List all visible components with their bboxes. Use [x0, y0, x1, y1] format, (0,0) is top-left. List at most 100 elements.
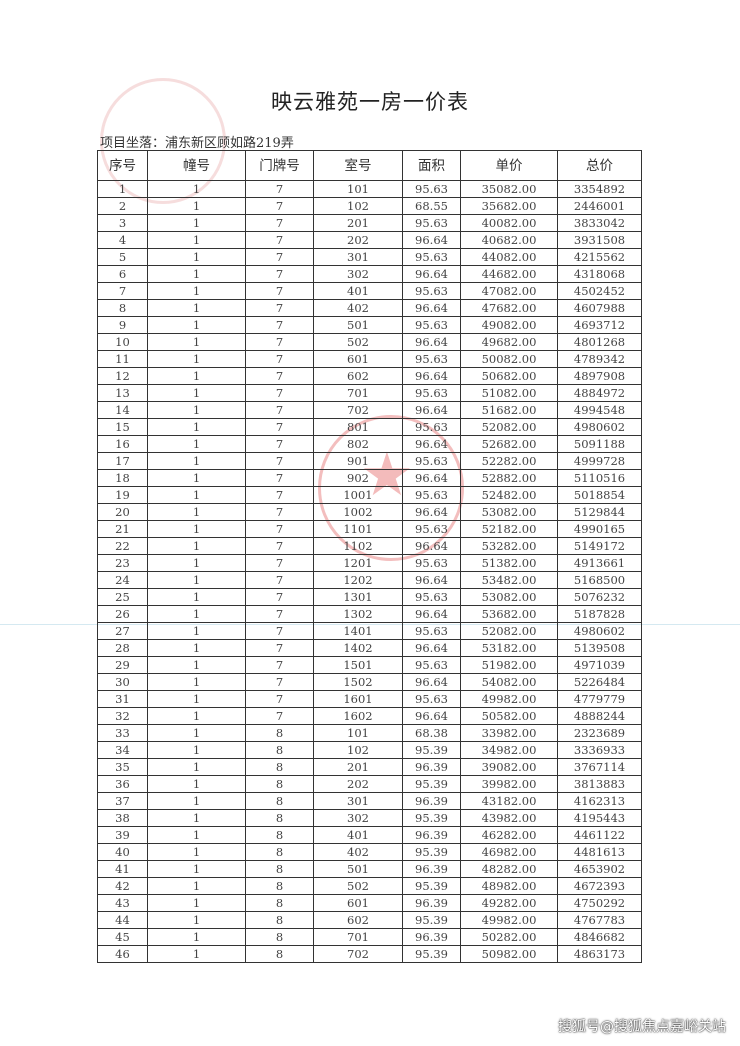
- cell-building: 1: [147, 469, 246, 487]
- cell-room-no: 701: [313, 384, 403, 402]
- table-row: 10 1 7 502 96.64 49682.00 4801268: [97, 333, 642, 351]
- cell-area: 95.63: [402, 350, 461, 368]
- cell-room-no: 302: [313, 265, 403, 283]
- table-row: 23 1 7 1201 95.63 51382.00 4913661: [97, 554, 642, 572]
- cell-building: 1: [147, 520, 246, 538]
- cell-total-price: 4897908: [557, 367, 642, 385]
- cell-building: 1: [147, 537, 246, 555]
- price-table: 序号 幢号 门牌号 室号 面积 单价 总价 1 1 7 101 95.63 35082.00 33548…: [97, 150, 642, 963]
- cell-seq: 33: [97, 724, 148, 742]
- cell-total-price: 4999728: [557, 452, 642, 470]
- cell-building: 1: [147, 826, 246, 844]
- table-row: 18 1 7 902 96.64 52882.00 5110516: [97, 469, 642, 487]
- cell-unit-price: 53682.00: [460, 605, 558, 623]
- cell-building: 1: [147, 928, 246, 946]
- cell-area: 96.64: [402, 469, 461, 487]
- table-row: 36 1 8 202 95.39 39982.00 3813883: [97, 775, 642, 793]
- cell-total-price: 5018854: [557, 486, 642, 504]
- cell-building: 1: [147, 622, 246, 640]
- table-row: 39 1 8 401 96.39 46282.00 4461122: [97, 826, 642, 844]
- cell-room-no: 101: [313, 180, 403, 198]
- cell-total-price: 4461122: [557, 826, 642, 844]
- cell-room-no: 1101: [313, 520, 403, 538]
- table-row: 13 1 7 701 95.63 51082.00 4884972: [97, 384, 642, 402]
- cell-total-price: 4318068: [557, 265, 642, 283]
- cell-seq: 25: [97, 588, 148, 606]
- cell-building: 1: [147, 843, 246, 861]
- table-row: 5 1 7 301 95.63 44082.00 4215562: [97, 248, 642, 266]
- cell-unit-price: 51682.00: [460, 401, 558, 419]
- cell-area: 96.39: [402, 792, 461, 810]
- cell-seq: 20: [97, 503, 148, 521]
- cell-total-price: 5187828: [557, 605, 642, 623]
- cell-seq: 38: [97, 809, 148, 827]
- cell-seq: 45: [97, 928, 148, 946]
- cell-seq: 3: [97, 214, 148, 232]
- cell-door-no: 7: [245, 384, 314, 402]
- table-row: 12 1 7 602 96.64 50682.00 4897908: [97, 367, 642, 385]
- cell-unit-price: 53282.00: [460, 537, 558, 555]
- cell-seq: 28: [97, 639, 148, 657]
- column-header-total-price: 总价: [557, 150, 642, 181]
- cell-total-price: 2446001: [557, 197, 642, 215]
- table-row: 32 1 7 1602 96.64 50582.00 4888244: [97, 707, 642, 725]
- cell-door-no: 8: [245, 809, 314, 827]
- cell-door-no: 7: [245, 656, 314, 674]
- cell-building: 1: [147, 945, 246, 963]
- cell-total-price: 4779779: [557, 690, 642, 708]
- cell-total-price: 3767114: [557, 758, 642, 776]
- cell-seq: 22: [97, 537, 148, 555]
- cell-area: 96.39: [402, 928, 461, 946]
- cell-area: 96.64: [402, 231, 461, 249]
- cell-seq: 26: [97, 605, 148, 623]
- cell-building: 1: [147, 758, 246, 776]
- cell-room-no: 902: [313, 469, 403, 487]
- cell-building: 1: [147, 911, 246, 929]
- cell-unit-price: 43182.00: [460, 792, 558, 810]
- cell-unit-price: 50982.00: [460, 945, 558, 963]
- cell-door-no: 7: [245, 401, 314, 419]
- table-header-row: 序号 幢号 门牌号 室号 面积 单价 总价: [97, 150, 642, 181]
- cell-area: 96.64: [402, 503, 461, 521]
- table-row: 3 1 7 201 95.63 40082.00 3833042: [97, 214, 642, 232]
- cell-total-price: 4801268: [557, 333, 642, 351]
- cell-total-price: 4980602: [557, 622, 642, 640]
- cell-room-no: 1301: [313, 588, 403, 606]
- cell-total-price: 4846682: [557, 928, 642, 946]
- cell-unit-price: 49982.00: [460, 911, 558, 929]
- cell-area: 96.64: [402, 673, 461, 691]
- cell-unit-price: 53182.00: [460, 639, 558, 657]
- cell-unit-price: 34982.00: [460, 741, 558, 759]
- cell-door-no: 7: [245, 588, 314, 606]
- cell-room-no: 601: [313, 894, 403, 912]
- cell-door-no: 7: [245, 248, 314, 266]
- cell-unit-price: 50082.00: [460, 350, 558, 368]
- cell-building: 1: [147, 333, 246, 351]
- cell-seq: 35: [97, 758, 148, 776]
- cell-seq: 4: [97, 231, 148, 249]
- cell-area: 96.64: [402, 265, 461, 283]
- cell-room-no: 1602: [313, 707, 403, 725]
- cell-area: 95.63: [402, 180, 461, 198]
- cell-total-price: 4502452: [557, 282, 642, 300]
- cell-building: 1: [147, 350, 246, 368]
- cell-area: 96.64: [402, 367, 461, 385]
- cell-area: 96.39: [402, 894, 461, 912]
- cell-unit-price: 47082.00: [460, 282, 558, 300]
- cell-seq: 5: [97, 248, 148, 266]
- table-row: 33 1 8 101 68.38 33982.00 2323689: [97, 724, 642, 742]
- column-header-building: 幢号: [147, 150, 246, 181]
- cell-area: 95.63: [402, 486, 461, 504]
- cell-total-price: 4888244: [557, 707, 642, 725]
- table-row: 24 1 7 1202 96.64 53482.00 5168500: [97, 571, 642, 589]
- cell-unit-price: 49682.00: [460, 333, 558, 351]
- cell-seq: 12: [97, 367, 148, 385]
- document-title: 映云雅苑一房一价表: [271, 90, 469, 114]
- cell-building: 1: [147, 299, 246, 317]
- cell-area: 68.38: [402, 724, 461, 742]
- cell-door-no: 7: [245, 197, 314, 215]
- cell-seq: 14: [97, 401, 148, 419]
- cell-room-no: 402: [313, 843, 403, 861]
- cell-room-no: 502: [313, 877, 403, 895]
- table-row: 9 1 7 501 95.63 49082.00 4693712: [97, 316, 642, 334]
